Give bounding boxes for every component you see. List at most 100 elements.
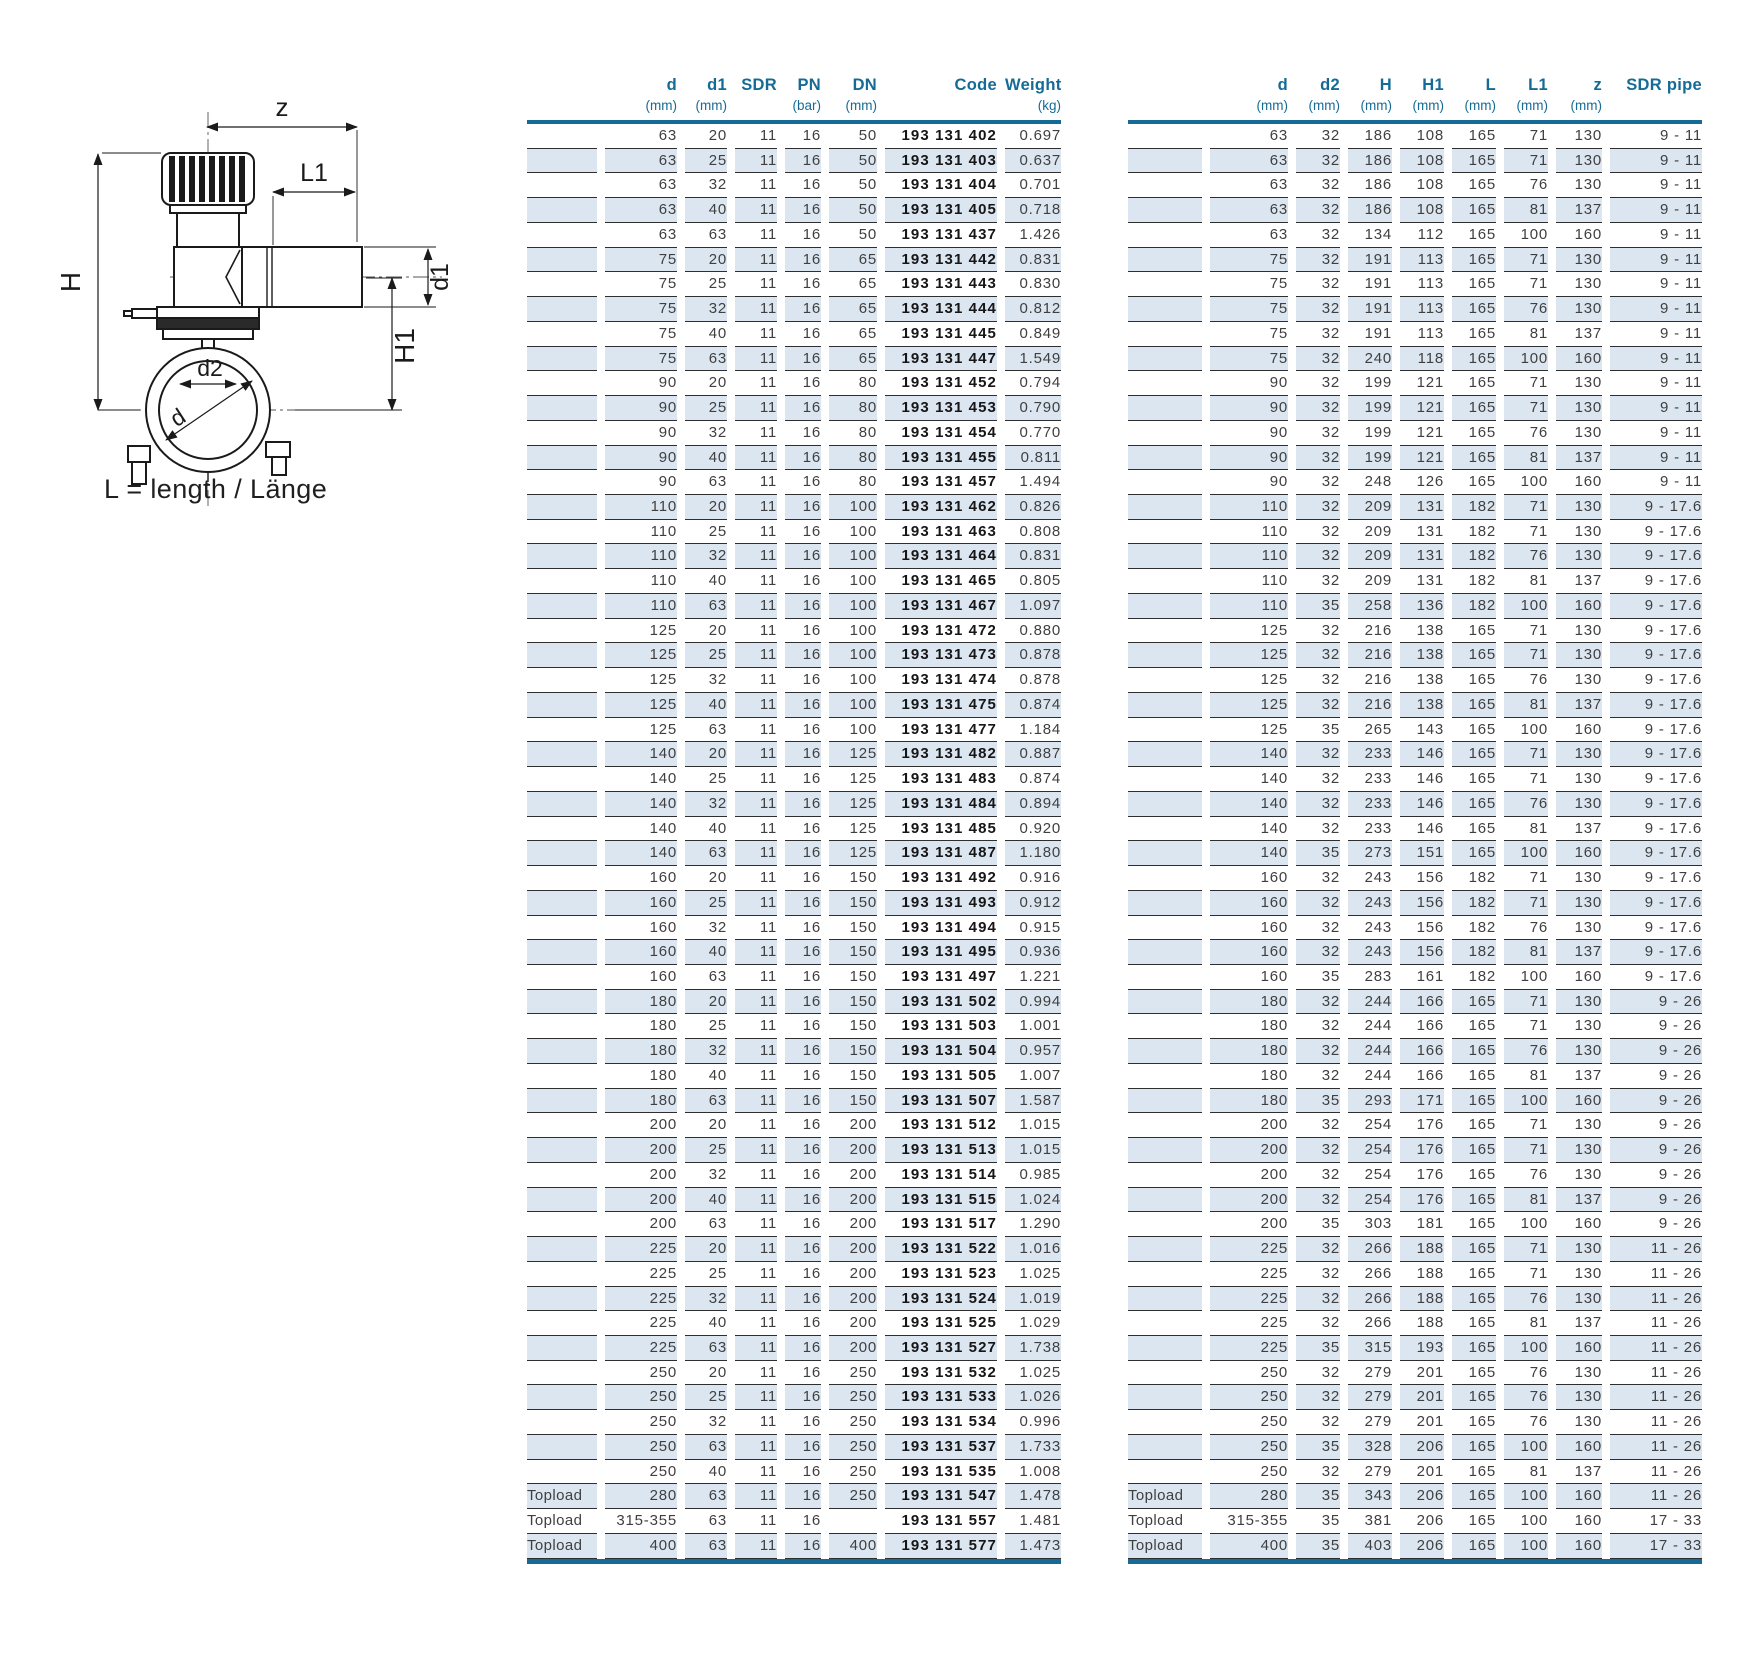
cell-l: 165 [1452,1064,1496,1089]
cell-l1: 71 [1504,148,1548,174]
cell-h1: 108 [1400,173,1444,199]
cell-label: Topload [1128,1533,1202,1559]
cell-d2: 32 [1296,1064,1340,1089]
cell-d: 225 [1210,1286,1288,1312]
cell-dn: 125 [829,767,877,792]
cell-pn: 16 [785,1064,821,1089]
cell-d: 160 [1210,940,1288,965]
cell-d2: 32 [1296,124,1340,149]
cell-label [1128,742,1202,768]
cell-d1: 20 [685,989,727,1015]
cell-d1: 63 [685,593,727,619]
table-row: 63 32 186 108 165 71 130 9 - 11 [1128,124,1702,149]
cell-code: 193 131 534 [885,1410,997,1435]
cell-label [527,1237,597,1262]
cell-d1: 25 [685,272,727,298]
cell-sdr-pipe: 11 - 26 [1610,1484,1702,1510]
cell-label [527,569,597,594]
cell-pn: 16 [785,1212,821,1238]
cell-l: 165 [1452,421,1496,446]
table-row: 225 63 11 16 200 193 131 527 1.738 [527,1335,1061,1361]
cell-dn: 200 [829,1286,877,1312]
cell-d: 90 [605,396,677,421]
cell-z: 130 [1556,619,1602,644]
cell-d2: 32 [1296,643,1340,669]
cell-weight: 1.733 [1005,1434,1061,1460]
cell-sdr-pipe: 9 - 17.6 [1610,742,1702,768]
dim-label-z: z [276,92,289,122]
cell-h1: 166 [1400,1014,1444,1040]
cell-label [527,124,597,149]
cell-label [527,148,597,174]
cell-z: 137 [1556,817,1602,842]
cell-pn: 16 [785,742,821,768]
cell-z: 137 [1556,569,1602,594]
cell-h1: 188 [1400,1311,1444,1336]
cell-dn: 125 [829,841,877,867]
cell-d1: 25 [685,1385,727,1411]
cell-z: 160 [1556,1484,1602,1510]
cell-pn: 16 [785,1039,821,1064]
cell-h1: 138 [1400,643,1444,669]
cell-sdr-pipe: 9 - 26 [1610,1064,1702,1089]
cell-sdr: 11 [735,1460,777,1485]
cell-d: 75 [605,297,677,322]
cell-z: 130 [1556,520,1602,545]
cell-sdr: 11 [735,692,777,718]
cell-label [527,817,597,842]
cell-h1: 206 [1400,1509,1444,1534]
cell-pn: 16 [785,890,821,916]
cell-l: 182 [1452,916,1496,941]
cell-d: 280 [1210,1484,1288,1510]
cell-h: 191 [1348,247,1392,273]
cell-sdr-pipe: 9 - 17.6 [1610,643,1702,669]
cell-code: 193 131 472 [885,619,997,644]
cell-dn: 65 [829,272,877,298]
cell-d: 250 [605,1361,677,1386]
cell-h1: 188 [1400,1237,1444,1262]
cell-d: 125 [605,619,677,644]
cell-d: 63 [605,223,677,248]
cell-h: 199 [1348,396,1392,421]
cell-code: 193 131 465 [885,569,997,594]
table-row: 140 25 11 16 125 193 131 483 0.874 [527,767,1061,792]
cell-z: 130 [1556,1014,1602,1040]
cell-l1: 76 [1504,544,1548,570]
column-header-d2: d2 [1320,76,1340,94]
table-row: 225 32 11 16 200 193 131 524 1.019 [527,1286,1061,1312]
cell-h: 343 [1348,1484,1392,1510]
cell-h1: 156 [1400,890,1444,916]
cell-pn: 16 [785,791,821,817]
cell-dn: 65 [829,346,877,372]
column-unit-sdr [735,98,777,118]
table-row: 90 32 248 126 165 100 160 9 - 11 [1128,470,1702,496]
cell-h1: 201 [1400,1385,1444,1411]
cell-l: 165 [1452,470,1496,496]
cell-label [1128,1088,1202,1114]
cell-d: 75 [1210,297,1288,322]
table-row: 125 32 216 138 165 81 137 9 - 17.6 [1128,692,1702,718]
cell-d: 400 [605,1533,677,1559]
cell-z: 137 [1556,692,1602,718]
cell-h1: 188 [1400,1286,1444,1312]
table-row: 250 63 11 16 250 193 131 537 1.733 [527,1434,1061,1460]
cell-d1: 63 [685,841,727,867]
cell-h1: 166 [1400,989,1444,1015]
cell-sdr-pipe: 9 - 11 [1610,396,1702,421]
cell-label [1128,718,1202,743]
cell-label [527,866,597,891]
cell-sdr: 11 [735,890,777,916]
cell-label [1128,1311,1202,1336]
cell-sdr: 11 [735,322,777,347]
cell-weight: 0.887 [1005,742,1061,768]
cell-pn: 16 [785,470,821,496]
cell-h: 254 [1348,1187,1392,1213]
cell-sdr-pipe: 11 - 26 [1610,1311,1702,1336]
table-header-row: d d2 H H1 L L1 z SDR pipe [1128,72,1702,98]
cell-h1: 121 [1400,396,1444,421]
cell-d2: 35 [1296,841,1340,867]
dimension-lines [93,122,436,441]
cell-label [1128,322,1202,347]
cell-d: 250 [1210,1385,1288,1411]
column-unit-weight: (kg) [1037,98,1061,113]
